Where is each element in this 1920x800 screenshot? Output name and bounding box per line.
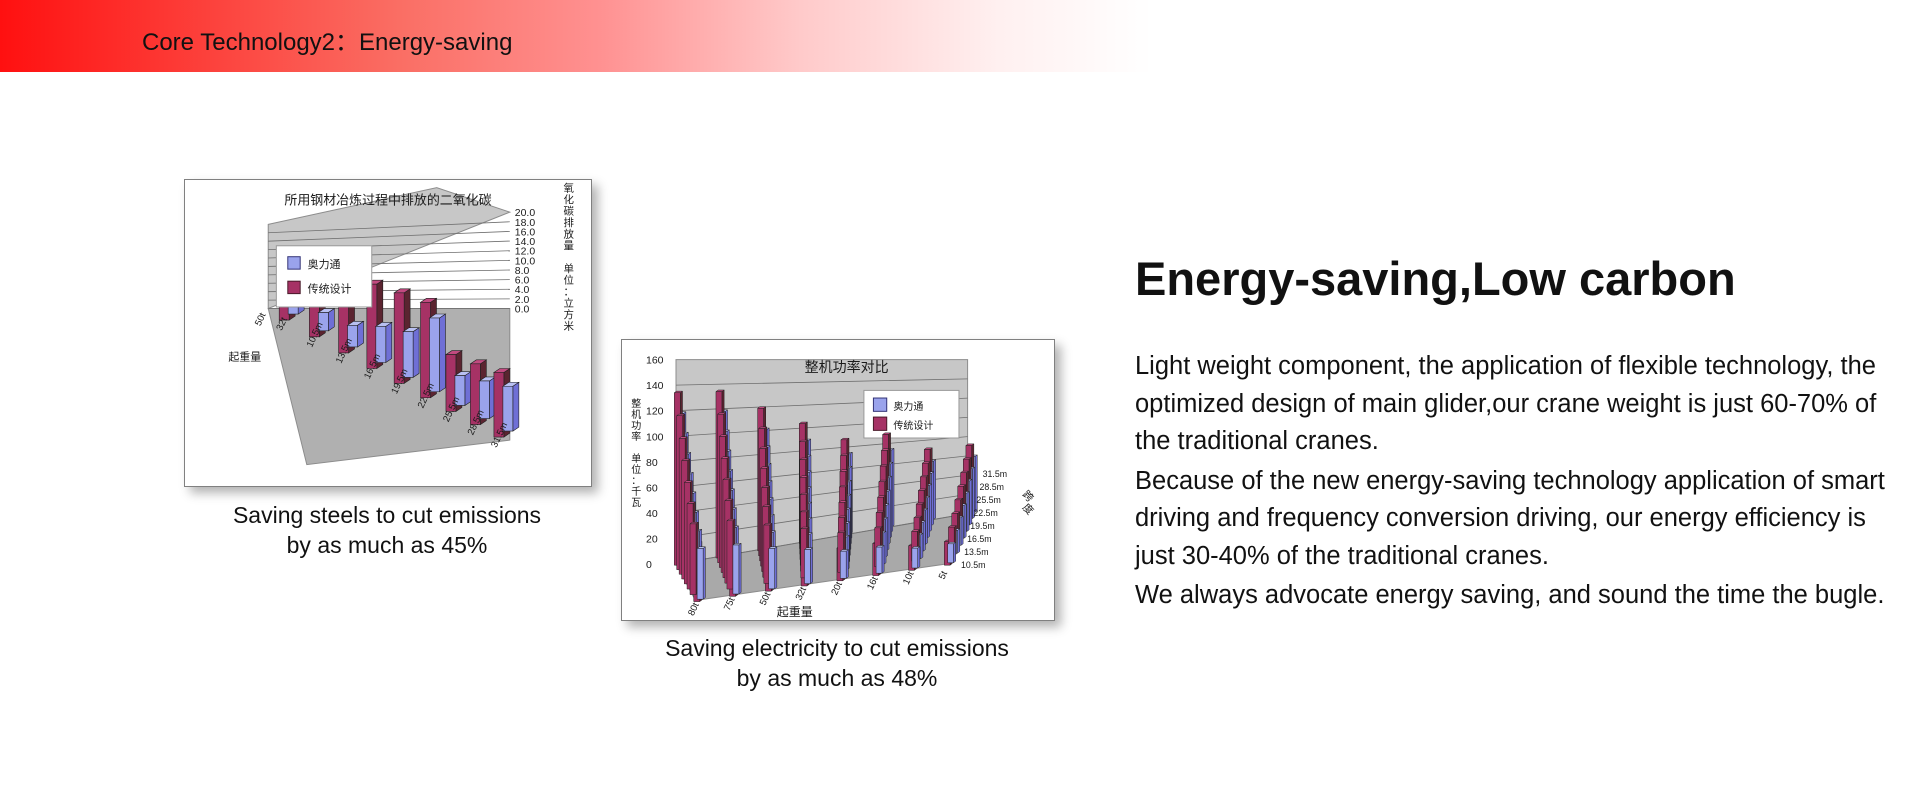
svg-text:奥力通: 奥力通 <box>893 400 923 413</box>
svg-text:0.0: 0.0 <box>515 305 530 316</box>
svg-text:功: 功 <box>631 420 641 432</box>
svg-text:氧: 氧 <box>563 181 574 194</box>
svg-text:方: 方 <box>563 308 573 321</box>
svg-text:整机功率对比: 整机功率对比 <box>805 359 889 375</box>
svg-text:31.5m: 31.5m <box>983 469 1007 479</box>
svg-text:千: 千 <box>631 486 641 498</box>
svg-text:位: 位 <box>631 463 641 476</box>
svg-text:：: ： <box>563 287 573 298</box>
svg-text:起重量: 起重量 <box>228 350 261 364</box>
svg-text:所用钢材冶炼过程中排放的二氧化碳: 所用钢材冶炼过程中排放的二氧化碳 <box>284 192 491 207</box>
svg-text:20: 20 <box>646 533 658 545</box>
svg-text:机: 机 <box>631 408 641 421</box>
svg-text:起重量: 起重量 <box>777 605 813 619</box>
svg-text:16.5m: 16.5m <box>967 534 991 544</box>
svg-text:米: 米 <box>563 319 574 332</box>
svg-text:：: ： <box>631 476 641 487</box>
svg-text:80: 80 <box>646 457 658 469</box>
svg-text:13.5m: 13.5m <box>964 547 988 557</box>
svg-text:单: 单 <box>563 263 573 275</box>
svg-text:25.5m: 25.5m <box>976 495 1000 505</box>
svg-text:单: 单 <box>631 453 641 465</box>
svg-text:量: 量 <box>563 240 573 252</box>
svg-text:瓦: 瓦 <box>631 498 641 509</box>
svg-text:奥力通: 奥力通 <box>308 257 341 271</box>
svg-text:60: 60 <box>646 482 658 494</box>
svg-text:0: 0 <box>646 559 652 571</box>
svg-text:100: 100 <box>646 431 664 443</box>
svg-text:化: 化 <box>563 193 574 206</box>
svg-text:160: 160 <box>646 355 664 367</box>
svg-text:140: 140 <box>646 380 664 392</box>
svg-text:22.5m: 22.5m <box>973 508 997 518</box>
svg-text:120: 120 <box>646 406 664 418</box>
svg-text:19.5m: 19.5m <box>970 521 994 531</box>
svg-text:整: 整 <box>631 397 641 410</box>
svg-text:位: 位 <box>563 273 573 286</box>
svg-text:40: 40 <box>646 508 658 520</box>
svg-text:放: 放 <box>563 227 574 240</box>
svg-text:立: 立 <box>563 296 573 309</box>
svg-text:率: 率 <box>631 430 641 443</box>
svg-text:28.5m: 28.5m <box>980 482 1004 492</box>
svg-text:排: 排 <box>563 216 574 229</box>
svg-text:10.5m: 10.5m <box>961 560 985 570</box>
svg-text:传统设计: 传统设计 <box>893 419 933 432</box>
svg-text:传统设计: 传统设计 <box>308 283 352 296</box>
svg-text:碳: 碳 <box>563 204 574 217</box>
